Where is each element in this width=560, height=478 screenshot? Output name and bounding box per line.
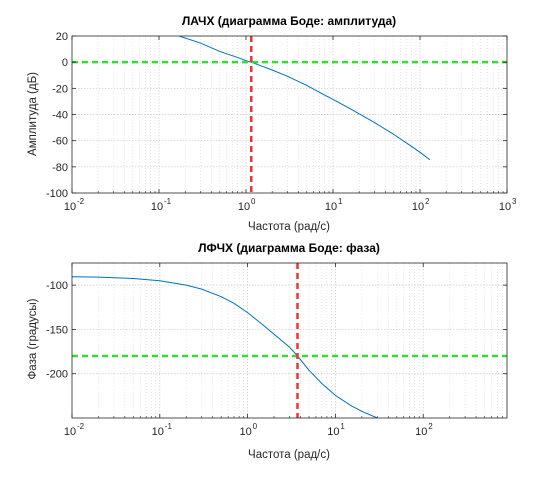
phase-x-tick-label: 10 <box>152 426 164 438</box>
magnitude-plot: ЛАЧХ (диаграмма Боде: амплитуда) Частота… <box>27 14 517 233</box>
phase-plot: ЛФЧХ (диаграмма Боде: фаза) Частота (рад… <box>27 241 508 461</box>
phase-title: ЛФЧХ (диаграмма Боде: фаза) <box>198 241 380 255</box>
magnitude-x-tick-exponent: 0 <box>251 197 256 206</box>
phase-y-tick-label: -150 <box>46 324 68 336</box>
phase-y-tick-label: -100 <box>46 280 68 292</box>
phase-x-tick-exponent: 2 <box>428 422 433 431</box>
magnitude-x-tick-label: 10 <box>412 201 424 213</box>
phase-x-tick-exponent: -2 <box>77 422 85 431</box>
phase-plot-area <box>72 263 507 418</box>
magnitude-xlabel: Частота (рад/с) <box>248 221 330 233</box>
magnitude-y-tick-label: -100 <box>46 188 68 200</box>
phase-ylabel: Фаза (градусы) <box>27 298 39 379</box>
magnitude-y-tick-label: -60 <box>52 136 68 148</box>
magnitude-x-tick-label: 10 <box>325 201 337 213</box>
magnitude-ylabel: Амплитуда (дБ) <box>27 72 39 156</box>
magnitude-y-tick-label: 20 <box>56 31 68 43</box>
phase-xlabel: Частота (рад/с) <box>248 449 330 461</box>
magnitude-x-tick-exponent: 3 <box>512 197 517 206</box>
magnitude-x-tick-exponent: -2 <box>77 197 85 206</box>
magnitude-y-tick-label: -40 <box>52 110 68 122</box>
phase-y-tick-label: -200 <box>46 369 68 381</box>
phase-x-tick-label: 10 <box>239 426 251 438</box>
magnitude-series-line <box>178 36 431 161</box>
magnitude-x-tick-label: 10 <box>151 201 163 213</box>
magnitude-y-tick-label: 0 <box>62 57 68 69</box>
magnitude-y-tick-label: -20 <box>52 83 68 95</box>
magnitude-x-tick-label: 10 <box>238 201 250 213</box>
phase-x-tick-exponent: -1 <box>165 422 173 431</box>
phase-x-tick-exponent: 0 <box>253 422 258 431</box>
magnitude-y-tick-label: -80 <box>52 162 68 174</box>
magnitude-x-tick-label: 10 <box>499 201 511 213</box>
phase-x-tick-label: 10 <box>415 426 427 438</box>
magnitude-x-tick-exponent: -1 <box>164 197 172 206</box>
phase-x-tick-exponent: 1 <box>340 422 345 431</box>
magnitude-x-tick-exponent: 1 <box>338 197 343 206</box>
phase-series-line <box>72 276 378 418</box>
phase-x-tick-label: 10 <box>327 426 339 438</box>
magnitude-x-tick-label: 10 <box>64 201 76 213</box>
magnitude-x-tick-exponent: 2 <box>425 197 430 206</box>
magnitude-title: ЛАЧХ (диаграмма Боде: амплитуда) <box>182 14 396 28</box>
phase-x-tick-label: 10 <box>64 426 76 438</box>
